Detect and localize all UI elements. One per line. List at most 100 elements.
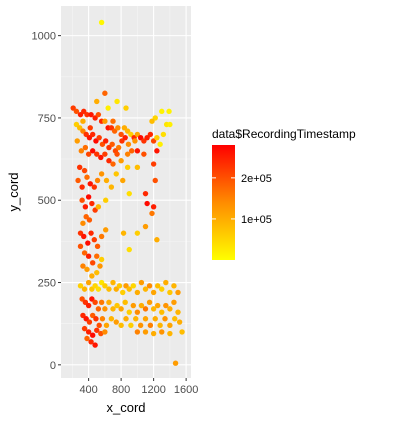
data-point — [96, 322, 102, 329]
data-point — [123, 283, 129, 289]
data-point — [126, 286, 132, 292]
data-point — [106, 299, 112, 305]
data-point — [157, 322, 163, 329]
legend-title: data$RecordingTimestamp — [212, 127, 356, 141]
data-point — [150, 306, 157, 312]
data-point — [79, 296, 85, 302]
data-point — [97, 263, 103, 269]
data-point — [102, 306, 108, 312]
data-point — [110, 118, 116, 124]
data-point — [122, 134, 128, 141]
data-point — [126, 246, 132, 253]
data-point — [70, 105, 76, 111]
y-axis-title: y_cord — [6, 172, 21, 211]
data-point — [95, 286, 102, 292]
data-point — [84, 111, 90, 118]
data-point — [95, 204, 102, 210]
data-point — [85, 279, 92, 286]
data-point — [93, 138, 99, 144]
data-point — [124, 128, 131, 134]
data-point — [154, 283, 161, 289]
data-point — [149, 118, 155, 124]
data-point — [79, 197, 85, 203]
data-point — [85, 302, 92, 309]
data-point — [171, 283, 177, 289]
data-point — [92, 342, 98, 348]
data-point — [172, 360, 179, 366]
data-point — [88, 230, 94, 236]
data-point — [94, 327, 100, 333]
data-point — [128, 148, 135, 154]
data-point — [120, 230, 127, 236]
data-point — [83, 131, 89, 138]
data-point — [80, 220, 86, 226]
data-point — [137, 322, 144, 329]
data-point — [167, 322, 173, 329]
data-point — [89, 200, 95, 207]
data-point — [89, 131, 96, 138]
data-point — [80, 128, 86, 134]
data-point — [86, 217, 93, 223]
data-point — [146, 283, 153, 289]
data-point — [98, 19, 105, 26]
data-point — [92, 207, 98, 213]
data-point — [103, 177, 110, 184]
data-point — [73, 121, 80, 128]
data-point — [150, 161, 157, 167]
data-point — [109, 141, 115, 147]
data-point — [124, 151, 131, 157]
data-point — [98, 171, 105, 177]
data-point — [134, 131, 141, 138]
data-point — [103, 322, 110, 329]
data-point — [119, 138, 125, 144]
data-point — [150, 289, 157, 296]
data-point — [77, 243, 84, 250]
legend-break-label: 1e+05 — [241, 214, 272, 226]
data-point — [122, 299, 128, 305]
data-point — [106, 144, 112, 151]
data-point — [77, 283, 84, 289]
data-point — [147, 322, 154, 329]
x-tick-label: 800 — [112, 384, 130, 396]
data-point — [134, 309, 141, 315]
data-point — [102, 90, 108, 96]
data-point — [76, 164, 83, 171]
data-point — [175, 289, 181, 296]
data-point — [98, 299, 105, 305]
data-point — [94, 151, 100, 157]
data-point — [152, 115, 158, 121]
data-point — [99, 141, 106, 147]
data-point — [93, 316, 99, 322]
data-point — [80, 312, 86, 319]
data-point — [116, 283, 123, 289]
data-point — [152, 316, 158, 322]
data-point — [102, 197, 109, 203]
data-point — [150, 138, 157, 144]
data-point — [89, 148, 96, 154]
data-point — [138, 279, 145, 286]
data-point — [87, 181, 93, 187]
data-point — [142, 286, 149, 292]
x-axis-ticks: 400 800 1200 1600 — [79, 378, 198, 396]
data-point — [108, 316, 115, 322]
data-point — [162, 316, 168, 322]
data-point — [105, 105, 111, 111]
data-point — [89, 312, 96, 319]
data-point — [85, 253, 92, 259]
data-point — [79, 184, 85, 190]
data-point — [142, 223, 149, 230]
data-point — [163, 302, 169, 309]
data-point — [102, 329, 108, 335]
x-tick-label: 400 — [79, 384, 97, 396]
data-point — [163, 279, 169, 286]
data-point — [80, 118, 86, 124]
data-point — [95, 111, 102, 118]
data-point — [85, 240, 91, 246]
data-point — [92, 283, 98, 289]
data-point — [146, 299, 153, 305]
data-point — [86, 134, 93, 141]
data-point — [147, 131, 154, 138]
data-point — [114, 98, 120, 105]
data-point — [98, 279, 105, 286]
data-point — [137, 134, 144, 141]
